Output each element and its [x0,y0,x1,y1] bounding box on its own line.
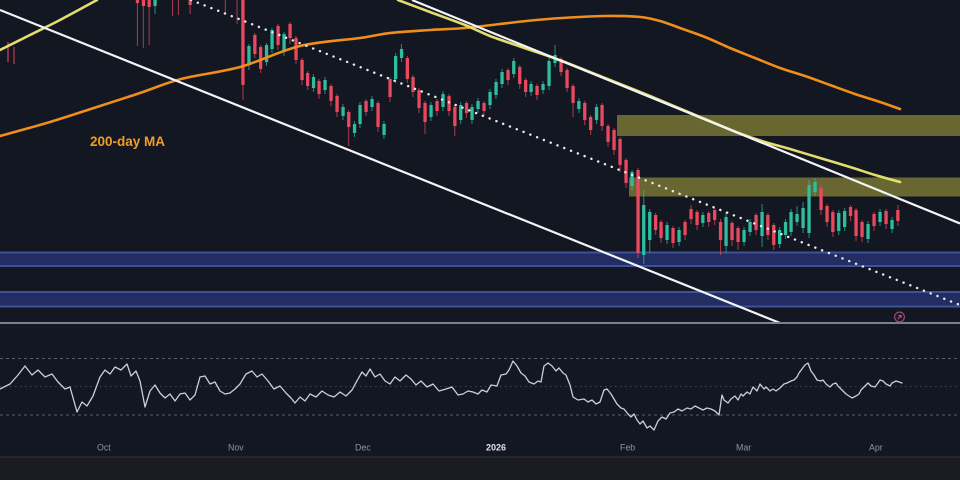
svg-text:Feb: Feb [620,443,635,453]
svg-text:Nov: Nov [228,443,244,453]
svg-text:Dec: Dec [355,443,371,453]
svg-text:2026: 2026 [486,443,506,453]
svg-text:Apr: Apr [869,443,883,453]
svg-text:200-day MA: 200-day MA [90,134,165,149]
svg-text:Oct: Oct [97,443,111,453]
svg-text:Mar: Mar [736,443,751,453]
